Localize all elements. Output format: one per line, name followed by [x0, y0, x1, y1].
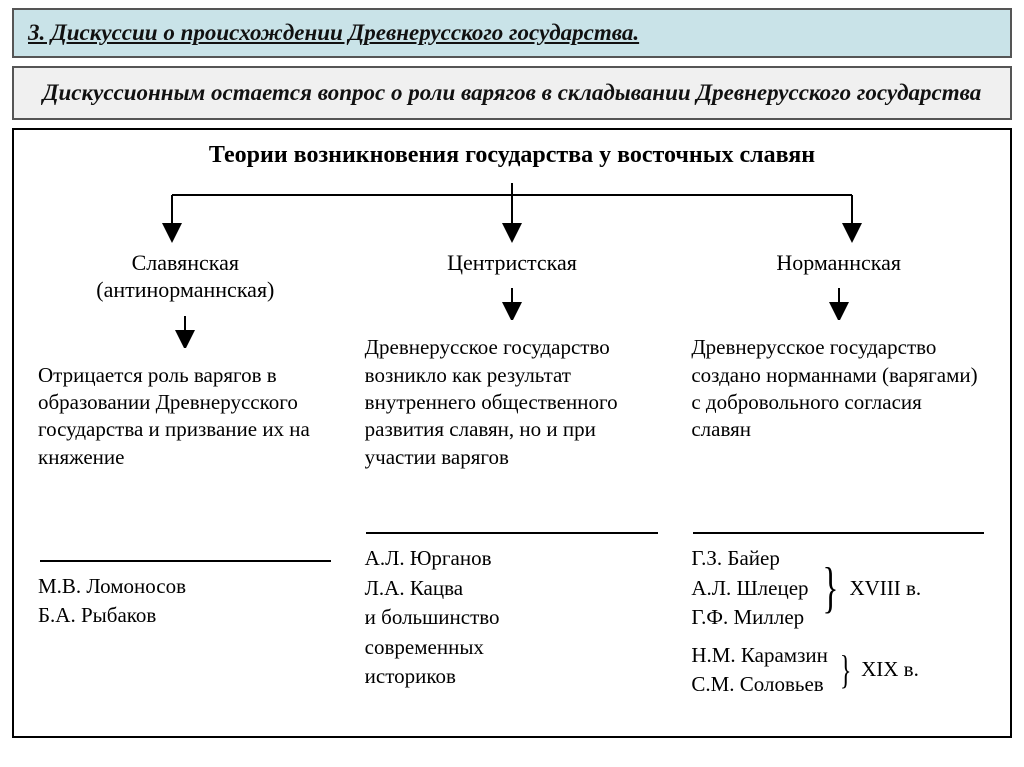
column-authors: Г.З. БайерА.Л. ШлецерГ.Ф. Миллер } XVIII… — [685, 544, 992, 699]
brace-icon: } — [840, 652, 852, 688]
section-subtitle-text: Дискуссионным остается вопрос о роли вар… — [43, 80, 982, 105]
author-group: Г.З. БайерА.Л. ШлецерГ.Ф. Миллер } XVIII… — [691, 544, 986, 632]
section-subtitle: Дискуссионным остается вопрос о роли вар… — [12, 66, 1012, 120]
column-divider — [40, 560, 331, 562]
author-group: Н.М. КарамзинС.М. Соловьев } XIX в. — [691, 641, 986, 700]
column-centrist: Центристская Древнерусское государство в… — [359, 249, 666, 699]
brace-icon: } — [822, 563, 838, 613]
column-description: Древнерусское государство возникло как р… — [359, 334, 666, 524]
column-norman: Норманнская Древнерусское государство со… — [685, 249, 992, 699]
section-title: 3. Дискуссии о происхождении Древнерусск… — [12, 8, 1012, 58]
century-label: XIX в. — [861, 655, 919, 684]
branch-arrows — [52, 175, 972, 245]
down-arrow-icon — [502, 286, 522, 326]
column-heading: Центристская — [447, 249, 577, 277]
column-divider — [693, 532, 984, 534]
column-authors: М.В. ЛомоносовБ.А. Рыбаков — [32, 572, 339, 631]
section-title-text: 3. Дискуссии о происхождении Древнерусск… — [28, 20, 639, 45]
column-description: Отрицается роль варягов в образовании Др… — [32, 362, 339, 552]
century-brace: } XVIII в. — [817, 563, 922, 613]
column-heading: Норманнская — [776, 249, 901, 277]
author-names: Н.М. КарамзинС.М. Соловьев — [691, 641, 828, 700]
theories-chart: Теории возникновения государства у восто… — [12, 128, 1012, 738]
down-arrow-icon — [829, 286, 849, 326]
column-authors: А.Л. ЮргановЛ.А. Кацваи большинствосовре… — [359, 544, 666, 691]
column-divider — [366, 532, 657, 534]
column-description: Древнерусское государство создано норман… — [685, 334, 992, 524]
chart-title: Теории возникновения государства у восто… — [32, 142, 992, 169]
column-heading: Славянская(антинорманнская) — [96, 249, 274, 304]
century-brace: } XIX в. — [836, 652, 919, 688]
theory-columns: Славянская(антинорманнская) Отрицается р… — [32, 249, 992, 699]
column-slavic: Славянская(антинорманнская) Отрицается р… — [32, 249, 339, 699]
century-label: XVIII в. — [849, 574, 921, 603]
down-arrow-icon — [175, 314, 195, 354]
author-names: Г.З. БайерА.Л. ШлецерГ.Ф. Миллер — [691, 544, 808, 632]
